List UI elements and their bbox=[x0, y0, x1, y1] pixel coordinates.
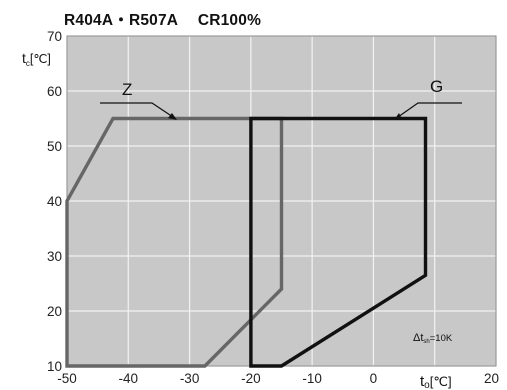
x-tick-label: 0 bbox=[370, 371, 378, 386]
y-tick-label: 50 bbox=[47, 139, 62, 154]
x-tick-labels: -50 -40 -30 -20 -10 0 20 bbox=[57, 371, 499, 386]
x-tick-label: -40 bbox=[119, 371, 139, 386]
series bbox=[65, 116, 428, 368]
x-tick-label: 20 bbox=[484, 371, 499, 386]
g-series-label: G bbox=[430, 77, 443, 96]
y-tick-label: 60 bbox=[47, 84, 62, 99]
z-callout-line bbox=[100, 102, 174, 118]
y-tick-label: 70 bbox=[47, 29, 62, 44]
x-tick-label: -30 bbox=[180, 371, 200, 386]
y-tick-label: 10 bbox=[47, 359, 62, 374]
z-series-label: Z bbox=[122, 80, 132, 99]
y-tick-label: 40 bbox=[47, 194, 62, 209]
g-callout-line bbox=[397, 102, 462, 118]
series-g-outline bbox=[249, 116, 428, 368]
chart-title: R404A・R507A CR100% bbox=[64, 12, 262, 29]
y-tick-label: 20 bbox=[47, 304, 62, 319]
x-tick-label: -50 bbox=[57, 371, 77, 386]
x-tick-label: -20 bbox=[241, 371, 261, 386]
x-axis-label: to[℃] bbox=[420, 373, 452, 390]
x-tick-label: -10 bbox=[302, 371, 322, 386]
superheat-note: Δtsh=10K bbox=[413, 332, 453, 345]
y-tick-label: 30 bbox=[47, 249, 62, 264]
g-callout-arrowhead bbox=[394, 113, 402, 120]
y-tick-labels: 10 20 30 40 50 60 70 bbox=[47, 29, 62, 374]
z-callout-arrowhead bbox=[168, 113, 177, 120]
y-axis-label: tc[℃] bbox=[22, 50, 51, 68]
